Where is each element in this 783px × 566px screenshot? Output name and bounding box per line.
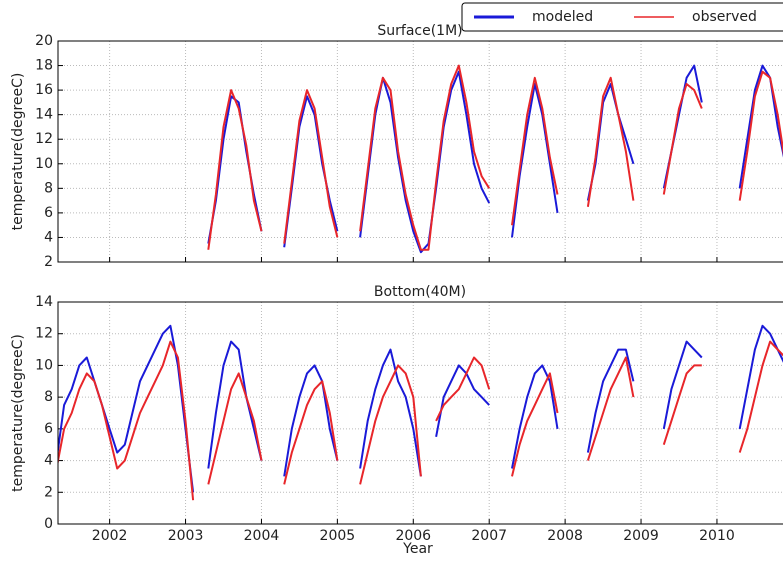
series-line: [208, 66, 783, 250]
y-tick-label: 6: [44, 421, 53, 437]
x-tick-label: 2005: [320, 528, 356, 544]
x-axis-label: Year: [402, 541, 433, 557]
y-tick-label: 2: [44, 254, 53, 270]
chart-title: Surface(1M): [377, 23, 462, 39]
x-tick-label: 2004: [244, 528, 280, 544]
y-axis-label: temperature(degreeC): [10, 73, 26, 231]
series-line: [57, 342, 783, 501]
y-tick-label: 12: [35, 326, 53, 342]
y-tick-label: 18: [35, 58, 53, 74]
y-tick-label: 10: [35, 357, 53, 373]
y-tick-label: 8: [44, 389, 53, 405]
x-tick-label: 2003: [168, 528, 204, 544]
x-tick-label: 2008: [547, 528, 583, 544]
plot-frame: [58, 41, 783, 262]
y-axis-label: temperature(degreeC): [10, 334, 26, 492]
legend-label: modeled: [532, 9, 593, 25]
x-tick-label: 2002: [92, 528, 128, 544]
y-tick-label: 20: [35, 33, 53, 49]
y-tick-label: 14: [35, 107, 53, 123]
y-tick-label: 14: [35, 294, 53, 310]
y-tick-label: 0: [44, 516, 53, 532]
y-tick-label: 10: [35, 156, 53, 172]
chart-title: Bottom(40M): [374, 284, 466, 300]
x-tick-label: 2007: [471, 528, 507, 544]
x-tick-label: 2009: [623, 528, 659, 544]
x-tick-label: 2010: [699, 528, 735, 544]
y-tick-label: 4: [44, 229, 53, 245]
y-tick-label: 4: [44, 453, 53, 469]
y-tick-label: 8: [44, 180, 53, 196]
y-tick-label: 2: [44, 484, 53, 500]
y-tick-label: 16: [35, 82, 53, 98]
y-tick-label: 12: [35, 131, 53, 147]
legend-label: observed: [692, 9, 757, 25]
y-tick-label: 6: [44, 205, 53, 221]
